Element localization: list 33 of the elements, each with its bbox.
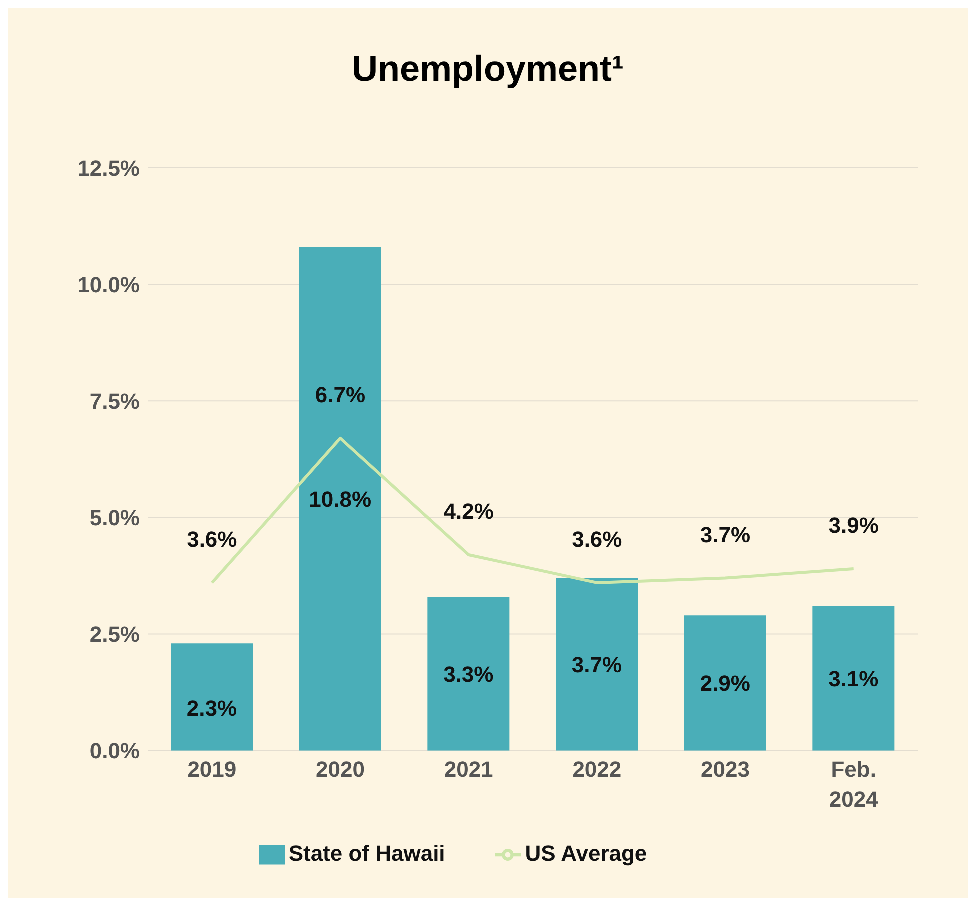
y-tick-label: 2.5% [90,622,140,648]
data-label: 3.7% [572,652,622,678]
data-label: 3.3% [444,662,494,687]
bar [299,247,382,751]
bar [171,644,253,751]
y-tick-label: 0.0% [90,738,140,764]
legend-label: State of Hawaii [288,840,446,866]
data-label: 2.9% [700,671,750,696]
x-tick-label: 2022 [572,756,622,782]
data-label: 2.3% [186,696,238,721]
bar [428,596,510,751]
data-label: 3.1% [828,666,879,692]
y-tick-label: 12.5% [78,156,140,181]
x-tick-label: Feb. 2024 [829,756,880,812]
data-label: 3.9% [828,512,879,538]
y-tick-label: 10.0% [78,272,140,298]
data-label: 3.6% [572,526,622,552]
x-tick-label: 2023 [701,756,750,782]
legend-label: US Average [525,840,648,866]
data-label: 6.7% [315,382,366,408]
y-tick-label: 7.5% [90,388,140,414]
data-label: 3.7% [700,522,751,548]
bar [812,606,895,751]
chart-title: Unemployment¹ [350,47,626,89]
data-label: 4.2% [444,498,494,524]
x-tick-label: 2019 [188,756,237,782]
x-tick-label: 2020 [316,756,365,782]
bar [556,578,638,751]
bar [684,616,766,751]
y-tick-label: 5.0% [90,505,140,530]
x-tick-label: 2021 [444,756,494,782]
data-label: 10.8% [309,487,372,512]
data-label: 3.6% [187,526,238,552]
